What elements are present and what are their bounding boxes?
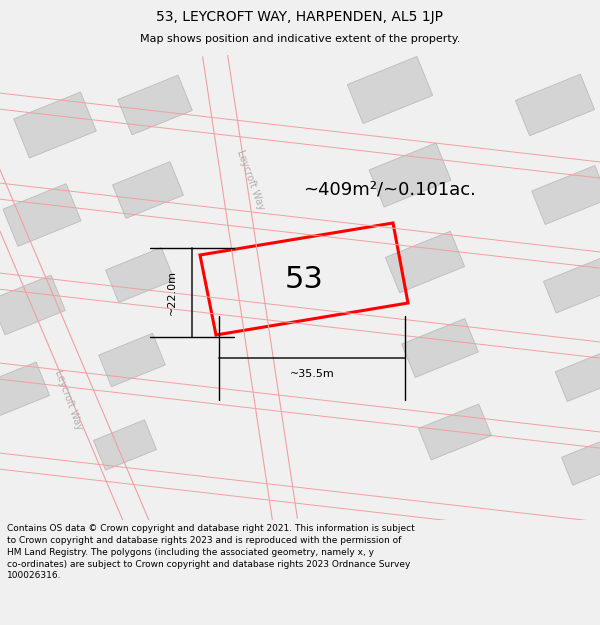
Polygon shape (0, 275, 65, 335)
Polygon shape (347, 56, 433, 124)
Polygon shape (369, 143, 451, 207)
Text: Leycroft Way: Leycroft Way (235, 149, 265, 211)
Text: 53, LEYCROFT WAY, HARPENDEN, AL5 1JP: 53, LEYCROFT WAY, HARPENDEN, AL5 1JP (157, 10, 443, 24)
Polygon shape (106, 248, 175, 302)
Polygon shape (532, 166, 600, 224)
Text: 53: 53 (285, 264, 323, 294)
Polygon shape (14, 92, 96, 158)
Polygon shape (402, 319, 478, 378)
Polygon shape (0, 362, 50, 418)
Polygon shape (99, 333, 165, 387)
Polygon shape (544, 257, 600, 313)
Text: Contains OS data © Crown copyright and database right 2021. This information is : Contains OS data © Crown copyright and d… (7, 524, 415, 581)
Polygon shape (385, 231, 464, 292)
Polygon shape (555, 349, 600, 401)
Polygon shape (3, 184, 81, 246)
Polygon shape (94, 420, 157, 470)
Polygon shape (515, 74, 595, 136)
Text: ~409m²/~0.101ac.: ~409m²/~0.101ac. (304, 181, 476, 199)
Text: Map shows position and indicative extent of the property.: Map shows position and indicative extent… (140, 34, 460, 44)
Polygon shape (562, 435, 600, 485)
Polygon shape (113, 162, 184, 218)
Polygon shape (418, 404, 491, 460)
Text: ~22.0m: ~22.0m (167, 270, 177, 315)
Polygon shape (118, 75, 192, 135)
Text: ~35.5m: ~35.5m (290, 369, 334, 379)
Text: Leycroft Way: Leycroft Way (53, 369, 83, 431)
